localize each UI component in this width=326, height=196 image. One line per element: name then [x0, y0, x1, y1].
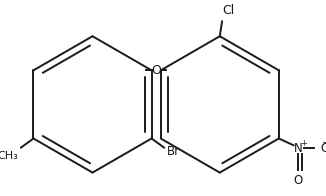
Text: Cl: Cl — [223, 4, 235, 17]
Text: −: − — [322, 138, 326, 148]
Text: Br: Br — [167, 145, 180, 158]
Text: O: O — [293, 174, 303, 187]
Text: CH₃: CH₃ — [0, 151, 18, 161]
Text: O: O — [320, 142, 326, 154]
Text: N: N — [294, 142, 303, 154]
Text: O: O — [151, 64, 161, 77]
Text: +: + — [300, 139, 306, 148]
